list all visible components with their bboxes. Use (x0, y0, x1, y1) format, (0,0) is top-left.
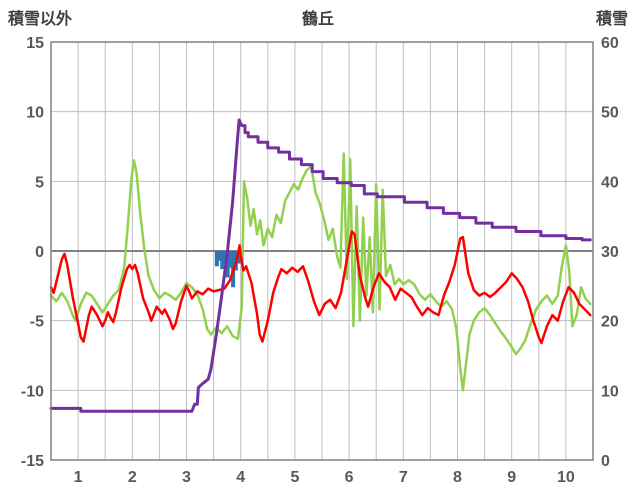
x-axis-tick-label: 5 (290, 469, 299, 486)
left-axis-tick-label: 15 (26, 35, 44, 52)
blue-bars-bar (225, 251, 230, 278)
right-axis-tick-label: 30 (601, 244, 619, 261)
left-axis-tick-label: 5 (35, 174, 44, 191)
left-axis-title: 積雪以外 (8, 11, 73, 28)
x-axis-tick-label: 3 (182, 469, 191, 486)
red-line-series (49, 230, 592, 345)
right-axis-tick-label: 40 (601, 174, 619, 191)
blue-bars-bar (236, 251, 241, 264)
x-axis-tick-label: 2 (128, 469, 137, 486)
left-axis-tick-label: 10 (26, 105, 44, 122)
blue-bars-bar (214, 251, 219, 267)
purple-line-series (49, 118, 592, 413)
right-axis-tick-label: 0 (601, 453, 610, 470)
right-axis-tick-label: 10 (601, 383, 619, 400)
blue-bars-bar (217, 251, 222, 261)
left-axis-tick-label: -5 (30, 314, 44, 331)
blue-bars-bar (222, 251, 227, 264)
plot-border (50, 41, 594, 461)
left-axis-tick-label: 0 (35, 244, 44, 261)
left-axis-tick-label: -10 (21, 383, 44, 400)
x-axis-tick-label: 9 (507, 469, 516, 486)
left-axis-tick-label: -15 (21, 453, 44, 470)
blue-bars-bar (220, 251, 225, 270)
right-axis-title: 積雪 (595, 11, 628, 28)
blue-bars-bar (228, 251, 233, 268)
green-line-series (49, 152, 592, 392)
x-axis-tick-label: 6 (345, 469, 354, 486)
x-axis-tick-label: 4 (236, 469, 245, 486)
x-axis-tick-label: 8 (453, 469, 462, 486)
x-axis-tick-label: 10 (557, 469, 575, 486)
x-axis-tick-label: 1 (74, 469, 83, 486)
x-axis-tick-label: 7 (399, 469, 408, 486)
right-axis-tick-label: 60 (601, 35, 619, 52)
chart-title: 鶴丘 (301, 11, 334, 28)
right-axis-tick-label: 20 (601, 314, 619, 331)
right-axis-tick-label: 50 (601, 105, 619, 122)
